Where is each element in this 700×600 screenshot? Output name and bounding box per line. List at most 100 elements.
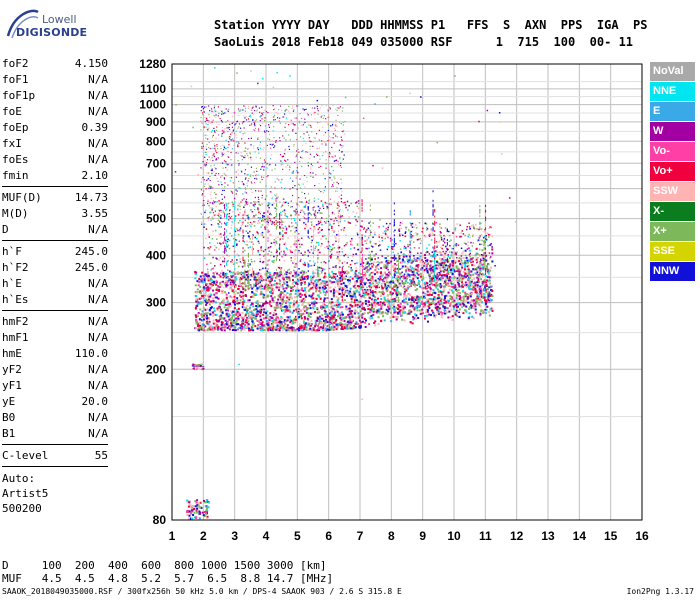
- echo-point: [478, 297, 481, 300]
- echo-point: [467, 282, 470, 285]
- echo-point: [320, 261, 323, 264]
- echo-point: [247, 264, 249, 267]
- param-row: fmin 2.10: [2, 168, 108, 184]
- echo-point: [437, 293, 440, 296]
- echo-point: [218, 226, 220, 228]
- echo-point: [327, 286, 330, 289]
- echo-point: [380, 307, 383, 310]
- echo-point: [289, 328, 292, 331]
- echo-point: [488, 271, 490, 273]
- echo-point: [309, 327, 312, 330]
- echo-point: [230, 276, 233, 279]
- echo-point: [355, 289, 358, 292]
- echo-point: [411, 296, 414, 299]
- echo-point: [319, 326, 322, 329]
- echo-point: [311, 235, 313, 238]
- echo-point: [326, 205, 328, 208]
- echo-point: [420, 259, 422, 262]
- echo-point: [339, 271, 342, 274]
- echo-point: [318, 226, 321, 229]
- echo-point: [213, 201, 216, 203]
- echo-point: [289, 271, 291, 274]
- echo-point: [319, 297, 322, 300]
- echo-point: [300, 237, 303, 239]
- echo-point: [210, 131, 213, 133]
- echo-point: [343, 292, 346, 295]
- echo-point: [271, 292, 274, 295]
- echo-point: [310, 295, 313, 298]
- echo-point: [378, 240, 381, 243]
- echo-point: [420, 258, 423, 261]
- echo-point: [384, 232, 387, 235]
- echo-point: [464, 272, 467, 275]
- echo-point: [407, 312, 410, 315]
- echo-point: [267, 204, 269, 207]
- echo-point: [426, 226, 428, 229]
- echo-point: [215, 324, 218, 327]
- echo-point: [442, 244, 444, 246]
- echo-point: [271, 299, 274, 302]
- echo-point: [242, 318, 245, 321]
- echo-point: [310, 218, 313, 220]
- echo-point: [277, 298, 280, 301]
- echo-point: [359, 283, 362, 286]
- echo-point: [283, 327, 286, 330]
- echo-point: [416, 272, 419, 275]
- echo-point: [319, 212, 321, 214]
- echo-point: [234, 326, 237, 329]
- echo-point: [458, 308, 461, 311]
- echo-point: [386, 305, 389, 308]
- echo-point: [382, 225, 385, 228]
- echo-point: [479, 243, 481, 246]
- echo-point: [437, 262, 440, 265]
- echo-point: [245, 270, 248, 273]
- echo-point: [281, 284, 284, 286]
- echo-point: [395, 284, 398, 287]
- echo-point: [393, 311, 396, 314]
- echo-point: [271, 278, 273, 280]
- echo-point: [478, 228, 480, 231]
- echo-point: [430, 298, 433, 301]
- echo-point: [330, 314, 333, 317]
- echo-point: [255, 305, 258, 308]
- echo-point: [213, 282, 216, 285]
- echo-point: [271, 222, 274, 224]
- echo-point: [239, 219, 241, 222]
- echo-point: [404, 282, 407, 285]
- echo-point: [479, 289, 482, 292]
- echo-point: [477, 295, 480, 298]
- echo-point: [491, 309, 494, 312]
- echo-point: [257, 233, 260, 235]
- echo-point: [489, 244, 491, 246]
- echo-point: [226, 320, 229, 323]
- echo-point: [460, 247, 463, 250]
- echo-point: [281, 274, 284, 277]
- echo-point: [426, 271, 429, 274]
- echo-point: [435, 275, 438, 278]
- echo-point: [300, 284, 303, 286]
- echo-point: [399, 302, 402, 305]
- echo-point: [257, 232, 259, 234]
- echo-point: [444, 312, 447, 315]
- echo-point: [455, 260, 458, 263]
- echo-point: [468, 301, 471, 304]
- echo-point: [296, 317, 299, 320]
- echo-point: [196, 303, 199, 306]
- echo-point: [467, 261, 470, 264]
- echo-point: [258, 304, 261, 307]
- echo-point: [450, 280, 453, 283]
- echo-point: [381, 286, 383, 289]
- echo-point: [355, 253, 357, 255]
- echo-point: [299, 325, 302, 328]
- echo-point: [398, 229, 400, 231]
- echo-point: [419, 275, 422, 278]
- echo-point: [330, 310, 333, 313]
- echo-point: [293, 243, 296, 245]
- echo-point: [197, 312, 200, 315]
- echo-point: [451, 285, 454, 288]
- param-name: hmF2: [2, 315, 29, 328]
- echo-point: [331, 323, 334, 326]
- echo-point: [455, 288, 458, 291]
- echo-point: [363, 254, 366, 257]
- echo-point: [368, 229, 371, 231]
